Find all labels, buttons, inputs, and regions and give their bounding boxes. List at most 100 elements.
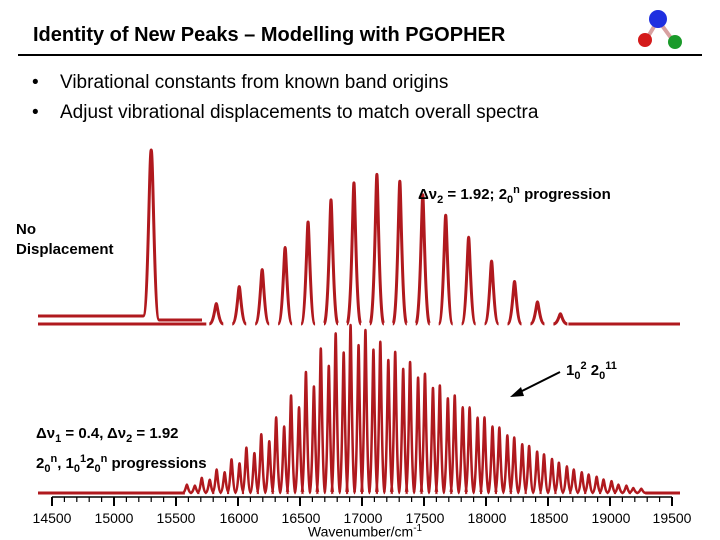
spectrum-peak	[463, 406, 476, 495]
spectrum-peak	[412, 376, 424, 495]
spectrum-peak	[208, 302, 225, 326]
spectrum-peak	[493, 426, 506, 495]
x-tick-label: 19500	[652, 510, 692, 526]
spectrum-peak	[278, 425, 290, 495]
spectrum-peak	[367, 348, 380, 495]
pgopher-molecule-logo-icon	[638, 10, 682, 49]
spectrum-peak	[329, 332, 342, 495]
bullet-item: • Adjust vibrational displacements to mat…	[32, 98, 538, 128]
spectrum-peak	[628, 486, 639, 495]
spectrum-peak	[483, 259, 501, 326]
spectrum-peak	[531, 450, 543, 495]
bullet-item: • Vibrational constants from known band o…	[32, 68, 538, 98]
title-divider	[18, 54, 702, 56]
logo-red-atom	[638, 33, 652, 47]
spectrum-peak	[322, 198, 340, 326]
spectrum-peak	[529, 300, 546, 326]
spectrum-peak	[553, 461, 565, 495]
spectrum-peak	[204, 478, 215, 495]
spectrum-peak	[434, 384, 446, 495]
x-tick-label: 17500	[405, 510, 445, 526]
no-displacement-label: No Displacement	[16, 221, 114, 258]
spectrum-peak	[368, 172, 386, 326]
spectrum-peak	[276, 246, 294, 326]
x-tick-label: 15500	[156, 510, 196, 526]
spectrum-peak	[323, 364, 335, 495]
spectrum-peak	[621, 484, 632, 495]
spectrum-peak	[218, 471, 231, 495]
spectrum-peak	[508, 436, 520, 495]
annotation-arrow-icon	[517, 371, 561, 394]
spectrum-peak	[293, 406, 305, 495]
spectrum-peak	[561, 465, 573, 495]
spectrum-peak	[516, 442, 528, 495]
spectrum-peak	[471, 416, 484, 495]
bullet-list: • Vibrational constants from known band o…	[32, 68, 538, 128]
spectrum-peak	[478, 416, 491, 495]
single-peak-trace	[38, 148, 202, 322]
spectrum-peak	[337, 351, 350, 495]
x-tick-label: 17000	[343, 510, 383, 526]
spectrum-peak	[263, 440, 276, 495]
spectrum-peak	[345, 181, 363, 326]
bullet-icon: •	[32, 72, 39, 93]
x-tick-label: 16000	[219, 510, 259, 526]
spectrum-peak	[606, 479, 617, 495]
spectrum-peak	[190, 484, 200, 495]
spectrum-peak	[352, 343, 365, 495]
spectrum-peak	[460, 235, 478, 326]
spectrum-peak	[308, 385, 320, 495]
x-tick-label: 19000	[591, 510, 631, 526]
spectrum-peak	[397, 367, 409, 495]
spectrum-peak	[568, 468, 580, 495]
spectrum-peak	[404, 360, 416, 495]
spectrum-peak	[598, 478, 609, 495]
spectrum-peak	[442, 397, 454, 495]
spectrum-traces	[38, 148, 680, 495]
spectrum-peak	[248, 451, 261, 495]
spectrum-peak	[359, 328, 372, 495]
spectrum-peak	[374, 340, 387, 495]
spectrum-peak	[419, 372, 431, 495]
spectrum-peak	[285, 394, 297, 495]
spectrum-peak	[448, 394, 461, 495]
slide-title: Identity of New Peaks – Modelling with P…	[33, 24, 506, 46]
spectrum-peak	[427, 386, 439, 495]
logo-green-atom	[668, 35, 682, 49]
annotation-arrowhead	[510, 387, 524, 397]
spectrum-peak	[300, 370, 312, 495]
spectrum-peak	[486, 425, 499, 495]
spectrum-peak	[636, 487, 647, 495]
spectrum-peak	[553, 312, 568, 326]
spectrum-peak	[299, 220, 317, 326]
logo-blue-atom	[649, 10, 667, 28]
spectrum-peak	[538, 453, 550, 495]
spectrum-peak	[230, 285, 248, 326]
spectrum-peak	[382, 358, 395, 495]
bullet-icon: •	[32, 102, 39, 123]
spectrum-peak	[233, 462, 246, 495]
x-tick-label: 14500	[32, 510, 72, 526]
spectrum-peak	[270, 416, 282, 495]
spectrum-peak	[391, 179, 409, 326]
spectrum-peak	[591, 475, 602, 495]
spectrum-peak	[501, 434, 514, 495]
spectrum-peak	[613, 483, 624, 495]
spectrum-peak	[210, 468, 223, 495]
spectrum-peak	[456, 406, 469, 495]
spectrum-peak	[344, 323, 357, 495]
x-tick-label: 18500	[529, 510, 569, 526]
displacement-label: Δν1 = 0.4, Δν2 = 1.92 20n, 10120n progre…	[36, 425, 207, 475]
spectrum-peak	[389, 350, 401, 495]
spectrum-peak	[225, 458, 238, 495]
x-tick-label: 15000	[94, 510, 134, 526]
spectrum-peak	[315, 347, 327, 495]
spectrum-peak	[253, 268, 271, 326]
x-axis	[51, 496, 673, 506]
spectrum-peak	[582, 473, 595, 495]
x-tick-label: 16500	[281, 510, 321, 526]
spectrum-peak	[437, 213, 455, 326]
top-panel-annotation: Δν2 = 1.92; 20n progression	[418, 184, 611, 206]
spectrum-peak	[546, 457, 558, 495]
spectrum-peak	[523, 444, 535, 495]
